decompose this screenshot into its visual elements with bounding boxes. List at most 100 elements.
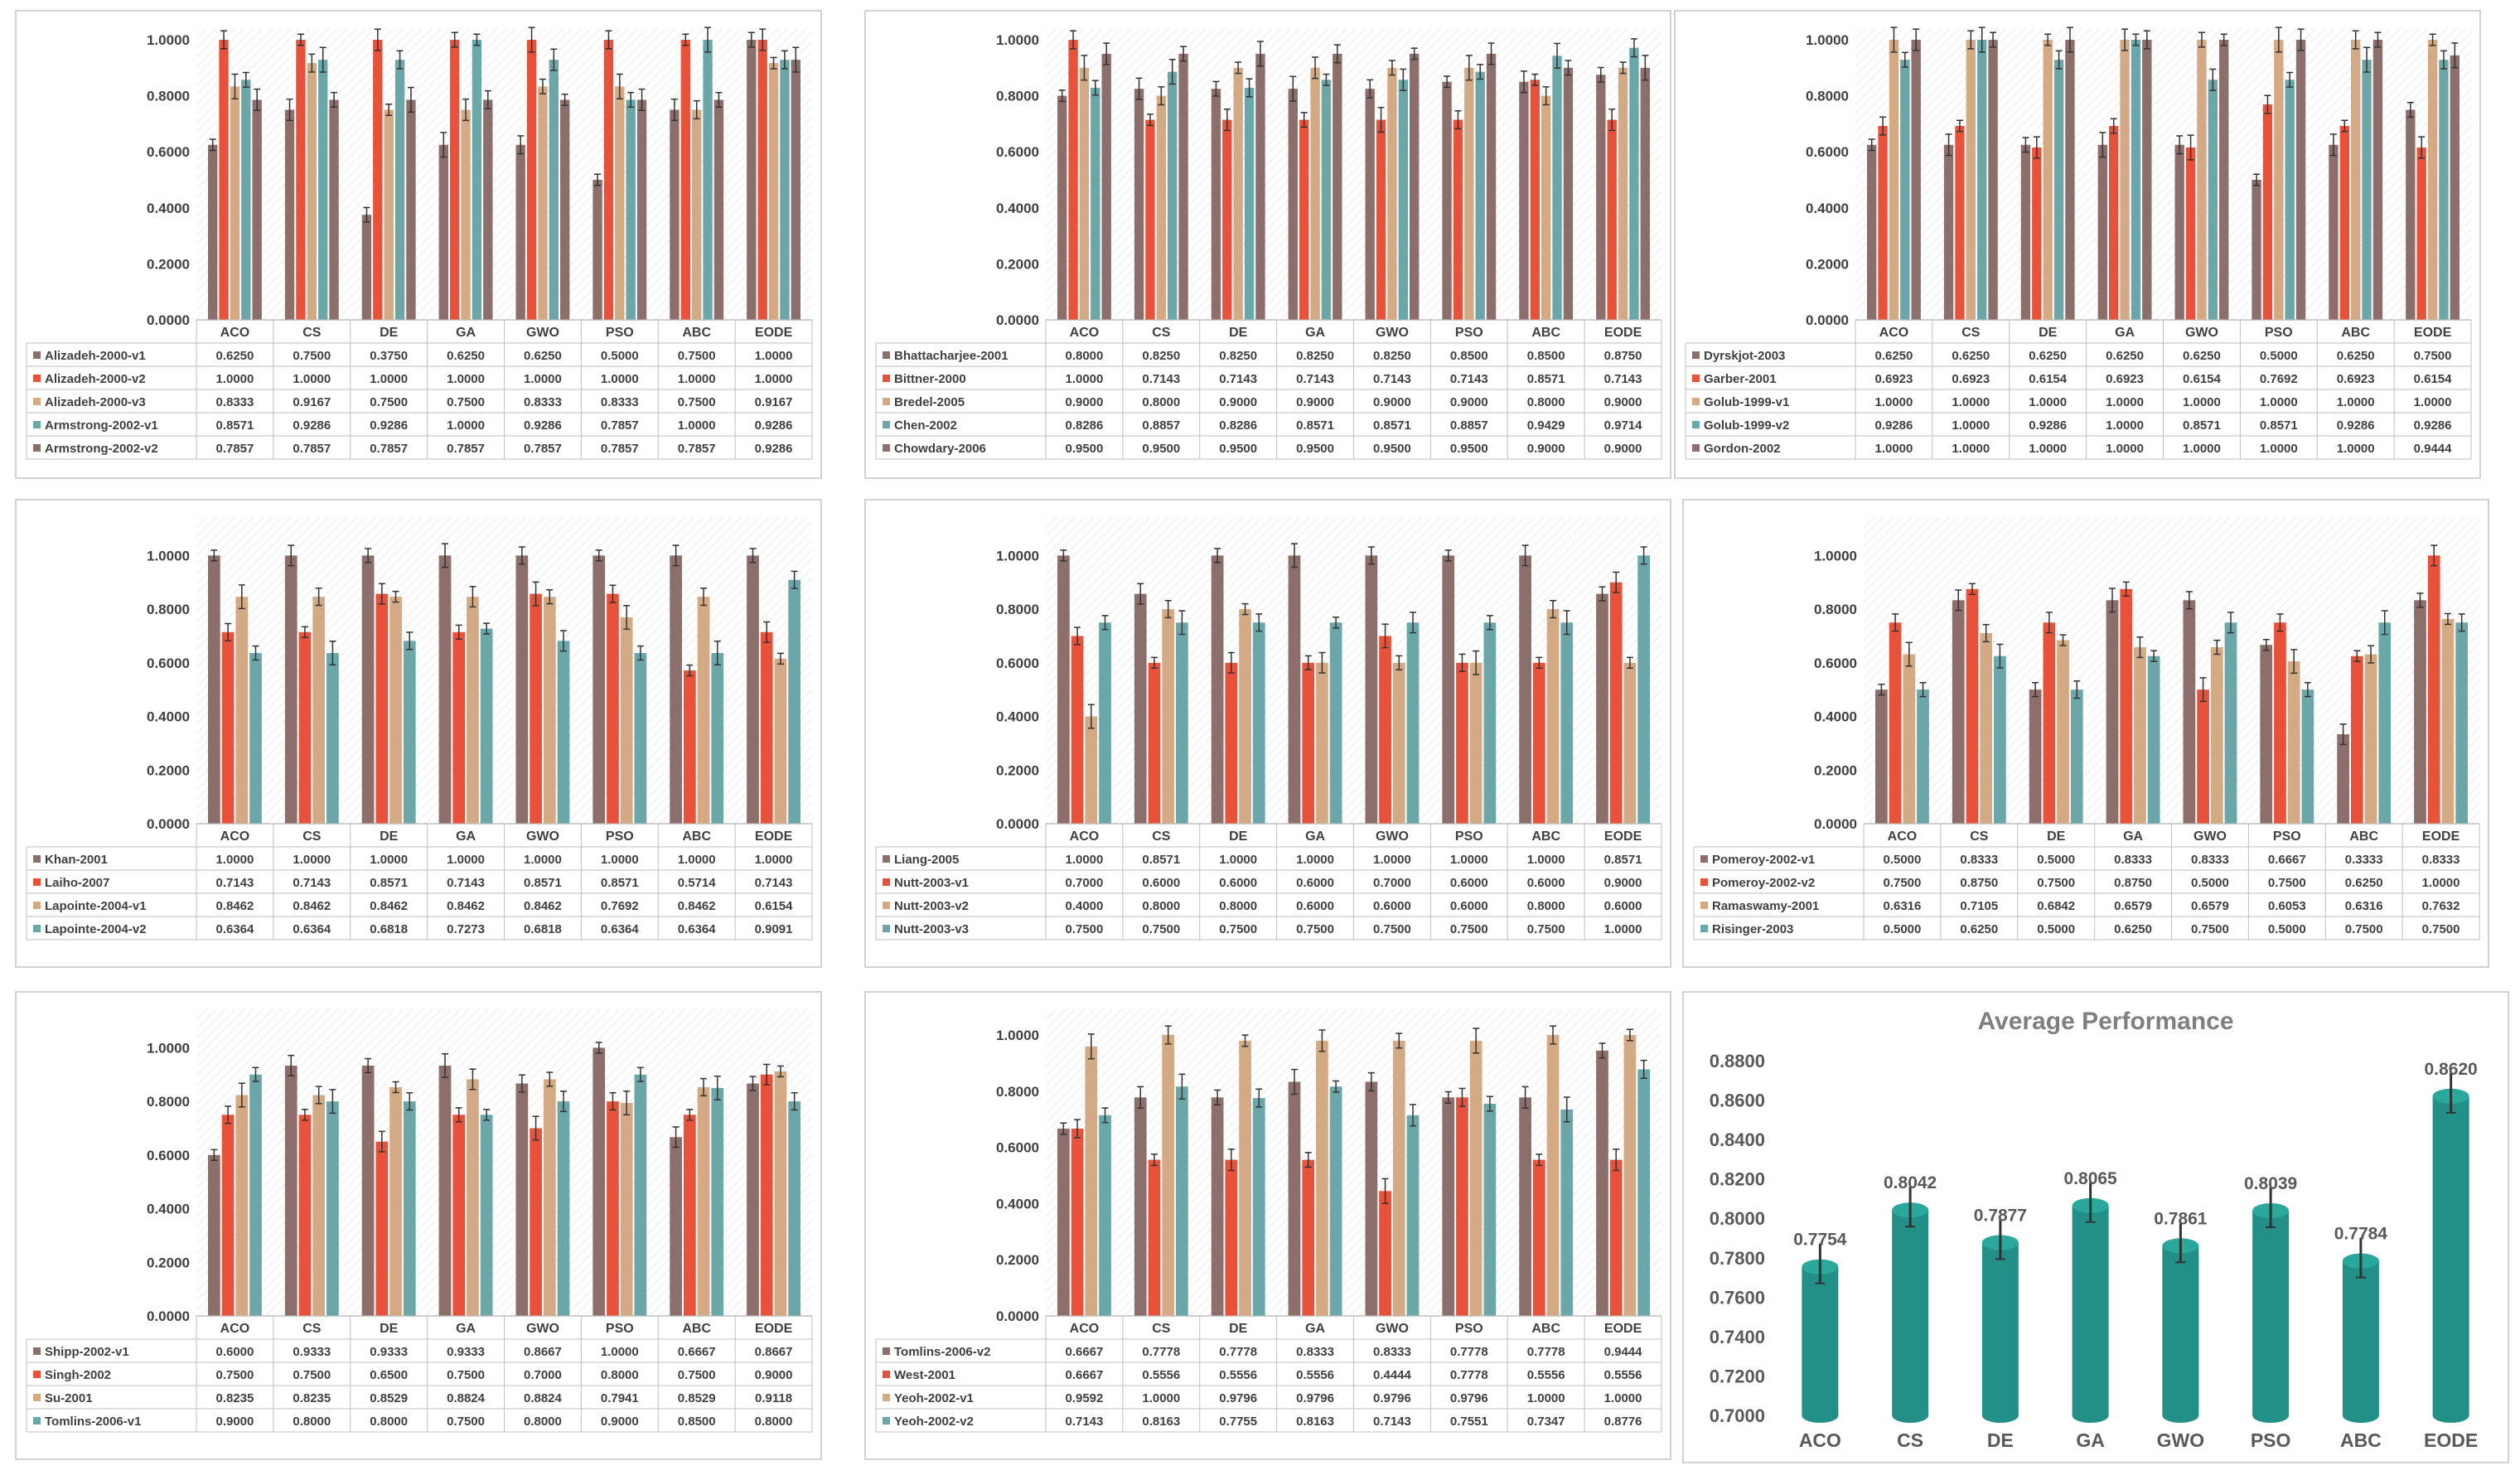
table-cell: 1.0000 [2260,442,2298,456]
y-tick-label: 0.2000 [147,762,190,778]
table-cell: 1.0000 [447,853,485,867]
table-cell: 0.5556 [1142,1368,1180,1382]
category-label: CS [1897,1429,1923,1451]
legend-key [33,855,41,863]
table-cell: 0.8571 [524,876,562,890]
table-cell: 0.8571 [1142,853,1180,867]
table-cell: 0.9333 [293,1345,331,1359]
table-cell: 0.7143 [1373,372,1411,386]
table-cell: 0.8500 [678,1415,716,1429]
bar [1889,40,1899,320]
bar [603,40,614,320]
table-cell: 0.6000 [1450,876,1488,890]
bar [1596,593,1608,824]
bar [1546,609,1560,824]
category-label: GWO [2185,326,2218,340]
table-cell: 0.6250 [215,349,254,363]
bar [1329,622,1342,824]
category-label: CS [1970,829,1989,844]
table-cell: 0.8000 [524,1415,562,1429]
table-cell: 0.6154 [2414,372,2453,386]
table-cell: 0.8235 [215,1391,254,1405]
bar [1252,622,1265,824]
table-cell: 0.9286 [524,418,562,433]
bar [2441,619,2455,824]
category-label: GA [456,1322,476,1336]
bar [791,60,800,320]
y-tick-label: 0.6000 [996,1140,1039,1156]
table-cell: 0.6053 [2268,899,2306,913]
bar [1486,53,1497,321]
table-cell: 0.7500 [1373,922,1411,936]
table-cell: 0.8250 [1296,349,1334,363]
bar [298,631,312,824]
bar [788,579,800,824]
bar [467,597,479,824]
table-cell: 0.7500 [215,1368,254,1382]
table-cell: 0.6667 [1065,1345,1103,1359]
y-tick-label: 0.8800 [1710,1051,1765,1071]
bar [713,99,724,320]
category-label: EODE [1604,326,1642,340]
bar [438,1065,452,1316]
table-cell: 0.7778 [1142,1345,1180,1359]
table-cell: 0.7500 [293,1368,331,1382]
series-name: Nutt-2003-v1 [894,876,969,890]
table-cell: 0.7500 [1219,922,1257,936]
table-cell: 0.7500 [1883,876,1921,890]
bar [2416,147,2426,320]
bar [711,1087,724,1316]
bar [403,1101,416,1316]
bar [1134,89,1144,321]
y-tick-label: 0.2000 [996,1252,1039,1268]
table-cell: 1.0000 [447,372,485,386]
table-cell: 0.9000 [1604,395,1642,409]
table-cell: 1.0000 [755,349,793,363]
y-tick-label: 0.0000 [147,312,190,328]
series-name: Alizadeh-2000-v1 [45,349,146,363]
bar [1406,1115,1420,1316]
bar [1409,53,1420,321]
table-cell: 0.6250 [1960,922,1998,936]
category-label: PSO [1455,1322,1483,1336]
table-cell: 1.0000 [524,853,562,867]
table-cell: 0.7500 [447,1415,485,1429]
bar [1239,609,1251,824]
category-label: ABC [2340,1429,2382,1451]
table-cell: 0.8824 [447,1391,486,1405]
bar [1176,622,1188,824]
table-cell: 0.9796 [1296,1391,1334,1405]
series-name: Yeoh-2002-v1 [894,1391,974,1405]
bar [1071,1128,1084,1316]
y-tick-label: 0.6000 [996,144,1039,160]
table-cell: 0.8571 [370,876,408,890]
table-cell: 0.6364 [678,922,717,936]
bar [2406,109,2416,320]
bar [2174,144,2184,320]
bar [1329,1086,1342,1316]
bar [593,1047,606,1316]
table-cell: 0.9000 [1450,395,1488,409]
table-cell: 0.6000 [1142,876,1180,890]
category-label: ABC [1531,829,1560,844]
series-name: Armstrong-2002-v1 [45,418,158,433]
table-cell: 0.7105 [1960,899,1998,913]
bar [2427,555,2440,824]
table-cell: 1.0000 [601,372,639,386]
category-label: CS [1152,1322,1171,1336]
y-tick-label: 0.0000 [1806,312,1849,328]
category-label: ABC [2349,829,2378,844]
y-tick-label: 0.7200 [1710,1366,1765,1386]
bar [1085,716,1098,824]
table-cell: 1.0000 [1874,395,1913,409]
table-cell: 0.8750 [1960,876,1998,890]
bar [1079,67,1090,321]
chart-panel-6: 1.0000 0.8000 0.6000 0.4000 0.2000 0.0000 ACO C… [1682,499,2489,968]
table-cell: 1.0000 [2414,395,2452,409]
table-cell: 0.9000 [1373,395,1411,409]
table-cell: 0.6250 [447,349,485,363]
bar [1365,1081,1378,1316]
bar [249,1074,262,1316]
category-label: GA [456,829,476,844]
category-label: GWO [2157,1429,2205,1451]
